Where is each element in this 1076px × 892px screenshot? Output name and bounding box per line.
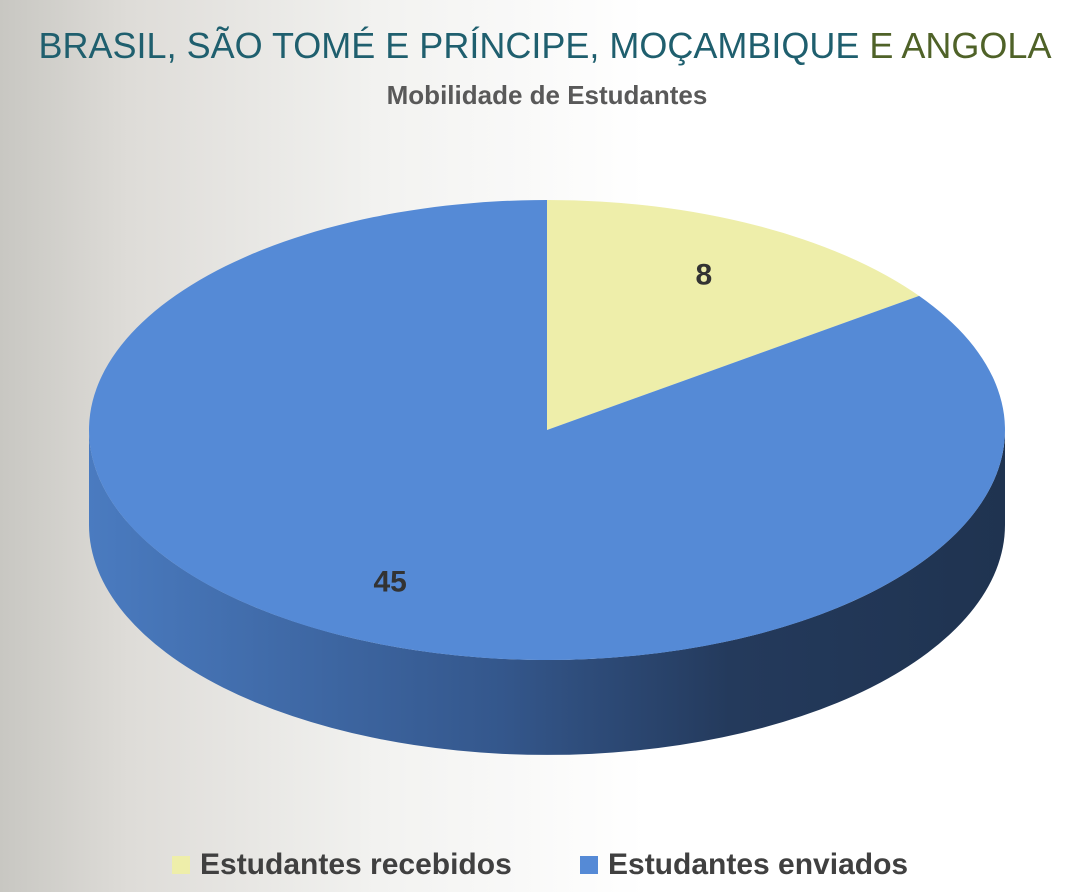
slice	[89, 200, 1006, 660]
title-part: E ANGOLA	[869, 25, 1051, 66]
chart-subtitle: Mobilidade de Estudantes	[387, 80, 708, 110]
legend-label: Estudantes enviados	[608, 848, 908, 881]
legend-label: Estudantes recebidos	[200, 848, 512, 881]
legend-swatch	[580, 856, 598, 874]
legend-swatch	[172, 856, 190, 874]
slice	[547, 200, 920, 430]
data-label: 8	[696, 258, 713, 291]
title-part: BRASIL, SÃO TOMÉ E PRÍNCIPE, MOÇAMBIQUE	[39, 25, 860, 66]
data-label: 45	[373, 565, 406, 598]
chart-title: BRASIL, SÃO TOMÉ E PRÍNCIPE, MOÇAMBIQUE …	[39, 25, 1052, 66]
slice-side	[89, 430, 1005, 755]
